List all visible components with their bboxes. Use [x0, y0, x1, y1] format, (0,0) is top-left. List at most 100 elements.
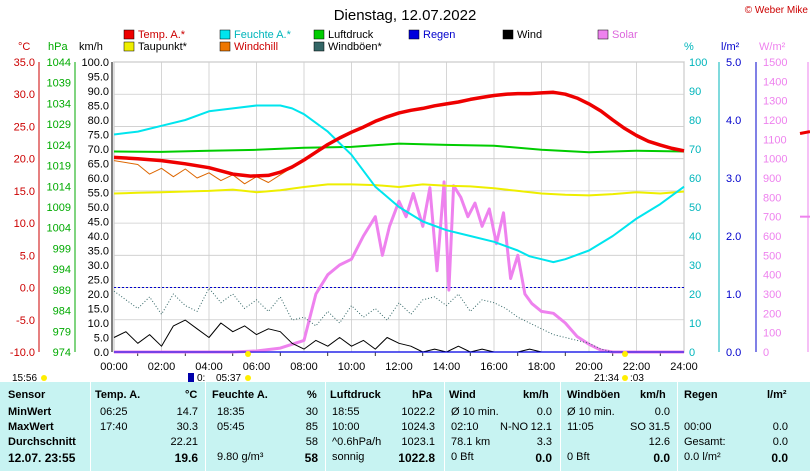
- rain-tick-label: 3.0: [726, 173, 741, 185]
- table-cell: 12.1: [530, 421, 552, 433]
- legend-label: Solar: [612, 29, 638, 41]
- x-tick-label: 06:00: [243, 361, 271, 373]
- table-cell: Gesamt:: [684, 436, 726, 448]
- solar-tick-label: 0: [763, 347, 769, 359]
- table-cell: 18:35: [217, 406, 245, 418]
- legend-label: Temp. A.*: [138, 29, 186, 41]
- table-column-divider: [90, 382, 91, 471]
- table-cell: 9.80 g/m³: [217, 451, 264, 463]
- legend-swatch: [123, 41, 135, 52]
- temp-axis-unit: °C: [18, 41, 30, 53]
- temp-tick-label: 0.0: [20, 283, 35, 295]
- legend-label: Windchill: [234, 41, 278, 53]
- table-column-divider: [325, 382, 326, 471]
- header-sensor: Sensor: [8, 389, 46, 401]
- solar-tick-label: 1300: [763, 96, 787, 108]
- legend-label: Feuchte A.*: [234, 29, 292, 41]
- series-taupunkt-line: [113, 183, 685, 197]
- humidity-tick-label: 100: [689, 57, 707, 69]
- chart-legend: Temp. A.* Feuchte A.* Luftdruck Regen Wind So…: [123, 29, 638, 53]
- header-pressure: Luftdruck: [330, 389, 381, 401]
- table-cell: 1022.2: [401, 406, 435, 418]
- humidity-tick-label: 20: [689, 289, 701, 301]
- rain-tick-label: 0.0: [726, 347, 741, 359]
- table-cell: 1022.8: [398, 451, 435, 465]
- wind-tick-label: 35.0: [88, 246, 109, 258]
- solar-tick-label: 300: [763, 289, 781, 301]
- temp-tick-label: 35.0: [14, 57, 35, 69]
- pressure-tick-label: 989: [53, 285, 71, 297]
- solar-tick-label: 1400: [763, 76, 787, 88]
- table-column-divider: [205, 382, 206, 471]
- humidity-tick-label: 50: [689, 202, 701, 214]
- header-humidity-unit: %: [307, 389, 317, 401]
- table-cell: 30: [305, 406, 318, 418]
- legend-swatch: [597, 29, 609, 40]
- copyright-label: © Weber Mike: [745, 5, 809, 16]
- wind-tick-label: 60.0: [88, 173, 109, 185]
- table-row-label: 12.07. 23:55: [8, 451, 76, 465]
- wind-tick-label: 0.0: [94, 347, 109, 359]
- table-column-divider: [444, 382, 445, 471]
- legend-swatch: [313, 41, 325, 52]
- table-cell: 0.0: [536, 406, 552, 418]
- header-pressure-unit: hPa: [412, 389, 433, 401]
- humidity-axis-unit: %: [684, 41, 694, 53]
- pressure-tick-label: 1034: [47, 98, 71, 110]
- table-cell: 0.0: [535, 451, 552, 465]
- series-luftdruck-line: [113, 142, 685, 154]
- pressure-axis-unit: hPa: [48, 41, 68, 53]
- legend-swatch: [219, 29, 231, 40]
- header-gust: Windböen: [567, 389, 621, 401]
- table-cell: ^0.6hPa/h: [332, 436, 382, 448]
- solar-tick-label: 400: [763, 270, 781, 282]
- table-cell: 1023.1: [401, 436, 435, 448]
- table-cell: 3.3: [536, 436, 552, 448]
- sun-icon: [41, 375, 47, 381]
- x-tick-label: 02:00: [148, 361, 176, 373]
- x-tick-label: 00:00: [100, 361, 128, 373]
- table-cell: Ø 10 min.: [451, 406, 499, 418]
- table-cell: 58: [305, 436, 318, 448]
- table-cell: 30.3: [176, 421, 198, 433]
- table-cell: 0.0: [772, 436, 788, 448]
- legend-label: Regen: [423, 29, 455, 41]
- x-tick-label: 14:00: [433, 361, 461, 373]
- sunrise-marker: [188, 373, 194, 382]
- humidity-tick-label: 30: [689, 260, 701, 272]
- pressure-tick-label: 1019: [47, 161, 71, 173]
- wind-tick-label: 95.0: [88, 72, 109, 84]
- wind-tick-label: 10.0: [88, 318, 109, 330]
- table-cell: 19.6: [174, 451, 198, 465]
- table-cell: 0 Bft: [451, 451, 474, 463]
- wind-tick-label: 20.0: [88, 289, 109, 301]
- humidity-tick-label: 10: [689, 318, 701, 330]
- pressure-tick-label: 984: [53, 306, 71, 318]
- legend-swatch: [123, 29, 135, 40]
- humidity-tick-label: 0: [689, 347, 695, 359]
- temp-tick-label: 15.0: [14, 186, 35, 198]
- wind-tick-label: 5.0: [94, 333, 109, 345]
- table-cell: 12.6: [648, 436, 670, 448]
- wind-axis-unit: km/h: [79, 41, 103, 53]
- humidity-tick-label: 60: [689, 173, 701, 185]
- table-cell: Ø 10 min.: [567, 406, 615, 418]
- table-cell: 0.0 l/m²: [684, 451, 721, 463]
- pressure-tick-label: 1044: [47, 57, 71, 69]
- solar-tick-label: 1100: [763, 134, 787, 146]
- sun-icon: [622, 375, 628, 381]
- wind-tick-label: 25.0: [88, 275, 109, 287]
- table-cell: 1024.3: [401, 421, 435, 433]
- sun-icon: [622, 351, 628, 357]
- solar-tick-label: 600: [763, 231, 781, 243]
- x-tick-label: 22:00: [623, 361, 651, 373]
- table-cell: 22.21: [170, 436, 198, 448]
- temp-tick-label: -10.0: [10, 347, 35, 359]
- solar-tick-label: 200: [763, 308, 781, 320]
- temp-tick-label: 5.0: [20, 250, 35, 262]
- table-cell: 0.0: [772, 421, 788, 433]
- humidity-tick-label: 80: [689, 115, 701, 127]
- pressure-tick-label: 999: [53, 243, 71, 255]
- plot-area: [113, 90, 810, 354]
- pressure-tick-label: 1009: [47, 202, 71, 214]
